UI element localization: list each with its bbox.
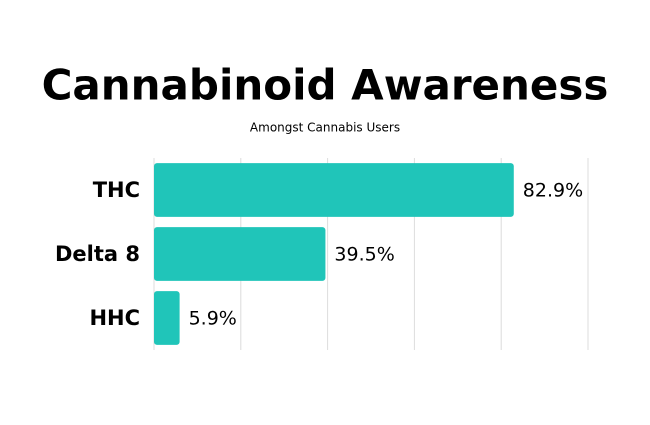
value-label: 82.9% [523, 180, 583, 202]
y-tick-label: Delta 8 [55, 242, 140, 266]
bar [154, 291, 180, 345]
value-label: 39.5% [334, 244, 394, 266]
y-tick-label: THC [93, 178, 140, 202]
bar [154, 227, 326, 281]
value-label: 5.9% [189, 308, 237, 330]
y-tick-label: HHC [89, 306, 140, 330]
chart-subtitle: Amongst Cannabis Users [250, 121, 400, 135]
chart-title: Cannabinoid Awareness [42, 61, 609, 110]
bar [154, 163, 514, 217]
